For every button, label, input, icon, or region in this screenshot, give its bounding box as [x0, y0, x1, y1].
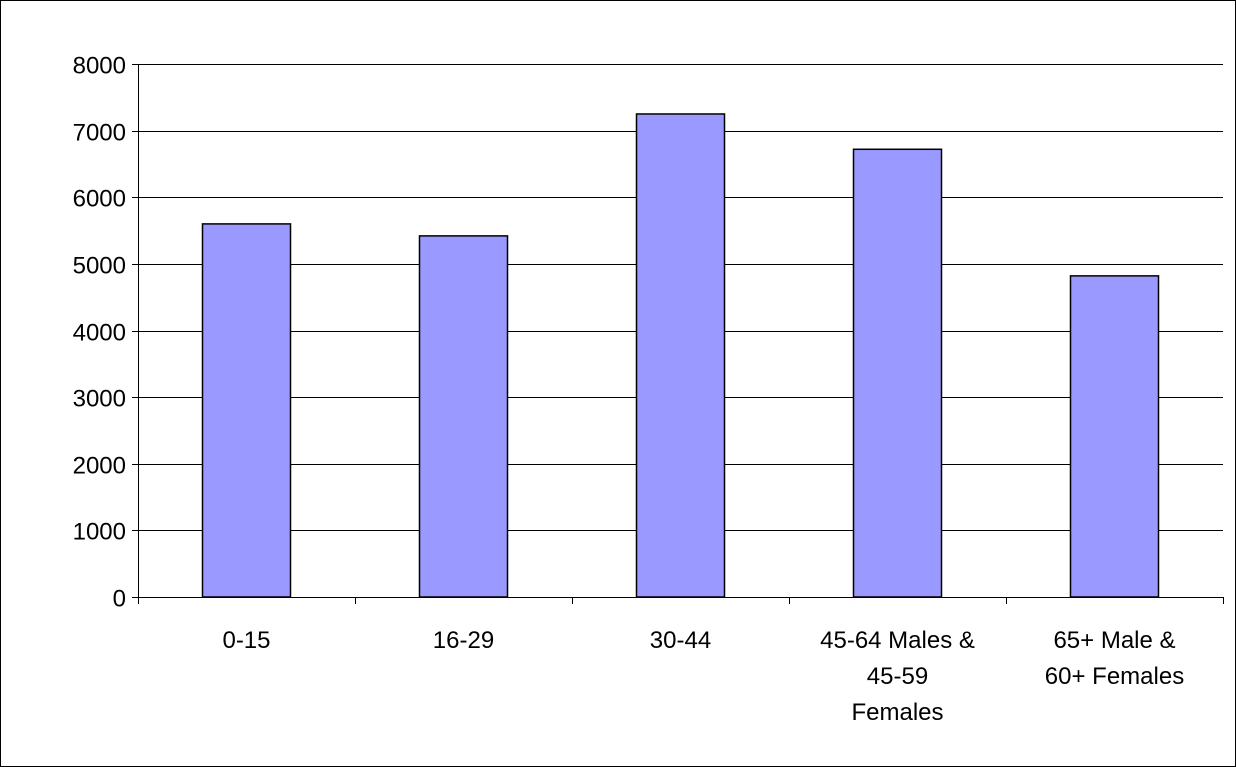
bars: [201, 113, 1160, 598]
x-tick-label-line: 30-44: [650, 627, 711, 654]
x-tick-label: 30-44: [650, 627, 711, 654]
bar: [635, 113, 726, 598]
x-tick-label-line: 65+ Male &: [1053, 627, 1175, 654]
x-tick-label: 16-29: [433, 627, 494, 654]
x-tick-label: 65+ Male & 60+ Females: [1045, 627, 1184, 690]
bar: [201, 223, 292, 598]
bar: [418, 235, 509, 598]
bar: [852, 148, 943, 598]
y-tick-label: 8000: [73, 53, 126, 80]
bar: [1069, 275, 1160, 598]
y-tick-label: 2000: [73, 453, 126, 480]
x-tick-label: 0-15: [222, 627, 270, 654]
x-tick-labels: 0-15 16-29 30-44 45-64 Males & 45-59 Females 6…: [222, 627, 1184, 726]
y-tick-label: 6000: [73, 186, 126, 213]
y-tick-label: 4000: [73, 320, 126, 347]
x-tick-label: 45-64 Males & 45-59 Females: [820, 627, 975, 726]
y-tick-labels: 0 1000 2000 3000 4000 5000 6000 7000 8000: [73, 53, 126, 613]
x-tick-label-line: 45-59: [867, 663, 928, 690]
y-tick-label: 7000: [73, 120, 126, 147]
y-tick-label: 0: [113, 586, 126, 613]
axes: [132, 64, 1224, 604]
x-tick-label-line: 45-64 Males &: [820, 627, 975, 654]
x-tick-label-line: 60+ Females: [1045, 663, 1184, 690]
x-tick-label-line: Females: [851, 699, 943, 726]
x-tick-label-line: 16-29: [433, 627, 494, 654]
y-tick-label: 3000: [73, 386, 126, 413]
y-tick-label: 5000: [73, 253, 126, 280]
x-tick-label-line: 0-15: [222, 627, 270, 654]
y-tick-label: 1000: [73, 519, 126, 546]
